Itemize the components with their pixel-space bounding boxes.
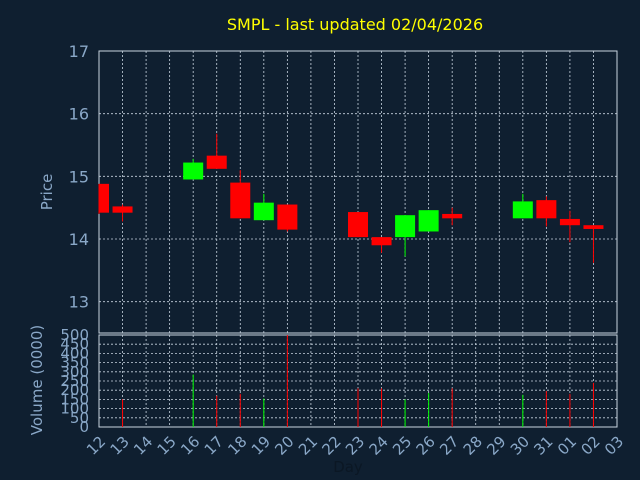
x-tick-label: 13 [107,433,133,459]
price-tick-label: 17 [69,42,89,61]
candle-body [559,218,580,226]
volume-tick-label: 400 [60,344,89,362]
price-tick-label: 14 [69,230,89,249]
price-tick-label: 16 [69,105,89,124]
price-panel: 13 14 15 16 17 [69,42,618,334]
candle-body [512,201,533,219]
x-tick-label: 16 [177,433,203,459]
x-tick-label: 26 [413,433,439,459]
candle-body [230,182,251,219]
volume-tick-label: 500 [60,326,89,344]
x-tick-label: 03 [601,433,627,459]
x-tick-label: 25 [389,433,415,459]
x-tick-label: 12 [83,433,109,459]
candle-body [348,212,368,238]
volume-tick-label: 100 [60,400,89,418]
x-tick-label: 15 [154,433,180,459]
volume-tick-label: 350 [60,354,89,372]
candle-body [99,183,109,213]
x-tick-label: 14 [130,433,156,459]
x-axis-label: Day [333,458,363,476]
candle-body [112,206,133,213]
x-tick-label: 28 [460,433,486,459]
candle-body [418,210,439,232]
price-tick-label: 13 [69,293,89,312]
x-tick-label: 02 [577,433,603,459]
volume-tick-label: 50 [70,409,89,427]
x-tick-label: 01 [554,433,580,459]
volume-tick-label: 250 [60,372,89,390]
candle-body [183,162,204,180]
volume-tick-label: 150 [60,390,89,408]
candle-body [206,155,227,169]
x-tick-label: 31 [530,433,556,459]
x-tick-label: 19 [248,433,274,459]
x-tick-label: 22 [318,433,344,459]
volume-tick-label: 300 [60,363,89,381]
candle-body [583,225,604,229]
candle-body [536,200,557,219]
volume-tick-label: 450 [60,335,89,353]
x-tick-label: 24 [366,433,392,459]
x-tick-label: 18 [224,433,250,459]
candle-body [442,213,463,219]
price-tick-label: 15 [69,167,89,186]
x-tick-label: 30 [507,433,533,459]
x-tick-label: 27 [436,433,462,459]
candle-body [395,215,416,238]
candle-body [371,237,392,246]
candle-body [253,202,274,221]
candle-body [277,204,298,230]
x-tick-label: 17 [201,433,227,459]
x-tick-labels: 1213141516171819202122232425262728293031… [83,433,627,459]
x-tick-label: 29 [483,433,509,459]
volume-axis-label: Volume (0000) [28,325,46,435]
volume-tick-label: 0 [79,418,89,436]
x-tick-label: 21 [295,433,321,459]
x-tick-label: 23 [342,433,368,459]
volume-tick-label: 200 [60,381,89,399]
price-axis-label: Price [38,174,56,211]
x-tick-label: 20 [271,433,297,459]
chart-title: SMPL - last updated 02/04/2026 [227,15,483,34]
